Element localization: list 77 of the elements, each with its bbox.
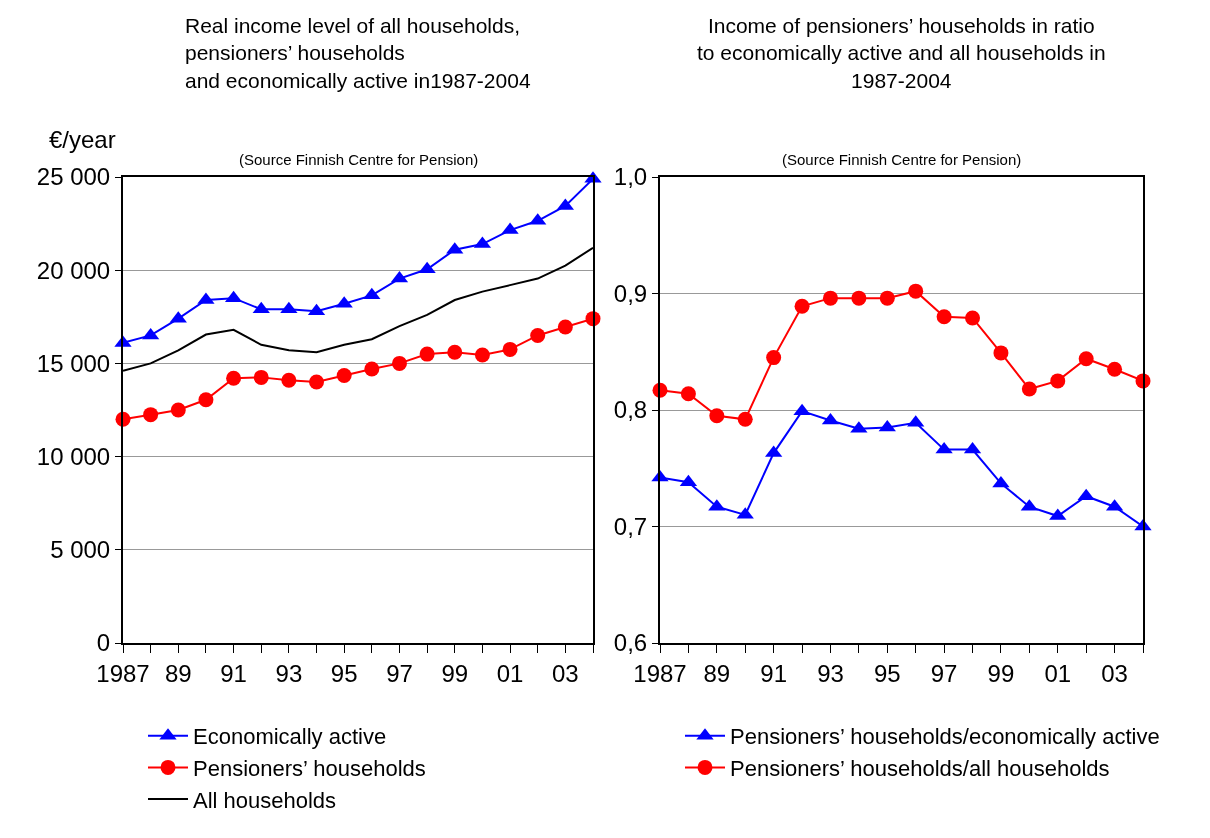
y-tick-label: 5 000 [50, 536, 111, 564]
point [908, 283, 924, 299]
point [530, 327, 546, 343]
point [709, 408, 725, 424]
point [851, 290, 867, 306]
point [474, 347, 490, 363]
y-tick-label: 0,9 [613, 279, 648, 307]
point [557, 319, 573, 335]
point [936, 309, 952, 325]
x-tick-label: 01 [1044, 659, 1072, 687]
point [364, 361, 380, 377]
point [280, 301, 298, 314]
legend-label: Pensioners’ households [193, 755, 426, 781]
point [281, 372, 297, 388]
chart-subtitle: (Source Finnish Centre for Pension) [782, 151, 1022, 168]
point [1050, 373, 1066, 389]
point [737, 411, 753, 427]
chart-subtitle: (Source Finnish Centre for Pension) [239, 151, 479, 168]
point [992, 475, 1010, 488]
x-tick-label: 01 [496, 659, 524, 687]
point [766, 350, 782, 366]
y-tick-label: 10 000 [36, 443, 111, 470]
point [878, 419, 896, 432]
point [252, 301, 270, 314]
point [965, 310, 981, 326]
point [418, 261, 436, 274]
point [822, 290, 838, 306]
point [502, 341, 518, 357]
x-tick-label: 93 [817, 659, 844, 687]
x-tick-label: 1987 [633, 659, 687, 687]
x-tick-label: 03 [1101, 659, 1128, 687]
point [1021, 381, 1037, 397]
point [143, 407, 159, 423]
y-tick-label: 25 000 [36, 163, 111, 191]
legend-label: Pensioners’ households/economically active [730, 724, 1160, 750]
y-tick-label: 0,7 [613, 512, 648, 540]
legend-label: Economically active [193, 724, 387, 750]
point [391, 355, 407, 371]
chart-title: Real income level of all households, pensioners’ households and economically active in1987-2004 [185, 14, 531, 92]
x-tick-label: 91 [760, 659, 787, 687]
y-tick-label: 0,6 [613, 629, 648, 657]
y-tick-label: 15 000 [36, 349, 111, 377]
x-tick-label: 93 [275, 659, 303, 687]
y-tick-label: 0,8 [613, 396, 648, 424]
point [226, 370, 242, 386]
x-tick-label: 97 [386, 659, 413, 687]
legend-label: Pensioners’ households/all households [730, 755, 1110, 781]
x-tick-label: 95 [873, 659, 901, 687]
point [794, 298, 810, 314]
y-tick-label: 20 000 [36, 256, 111, 284]
point [879, 290, 895, 306]
legend-label: All households [193, 787, 337, 813]
point [680, 386, 696, 402]
y-axis-title: €/year [49, 126, 116, 153]
point [1107, 361, 1123, 377]
x-tick-label: 89 [164, 659, 192, 687]
point [170, 402, 186, 418]
y-tick-label: 0 [96, 629, 111, 657]
y-tick-label: 1,0 [613, 163, 648, 191]
x-tick-label: 91 [220, 659, 247, 687]
point [419, 346, 435, 362]
x-tick-label: 1987 [96, 659, 150, 687]
point [253, 369, 269, 385]
point [1078, 351, 1094, 367]
x-tick-label: 89 [703, 659, 731, 687]
point [309, 374, 325, 390]
x-tick-label: 95 [330, 659, 358, 687]
x-tick-label: 99 [987, 659, 1015, 687]
point [363, 287, 381, 300]
chart-title: Income of pensioners’ households in ratio to economically active and all households in 1987-2004 [697, 14, 1106, 92]
point [993, 345, 1009, 361]
point [336, 368, 352, 384]
x-tick-label: 03 [552, 659, 579, 687]
x-tick-label: 99 [441, 659, 469, 687]
point [447, 344, 463, 360]
x-tick-label: 97 [930, 659, 958, 687]
point [198, 392, 214, 408]
